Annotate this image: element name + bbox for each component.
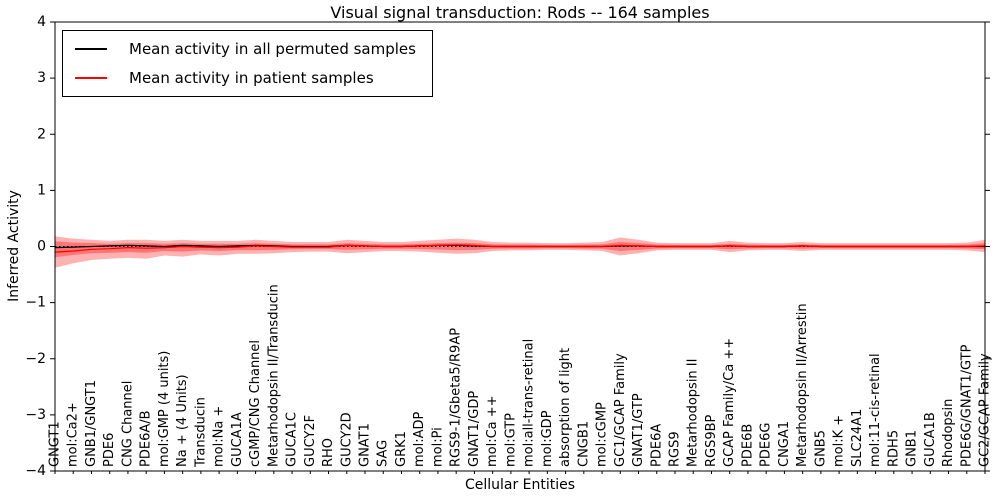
x-tick-label: GNB1 (905, 430, 920, 467)
x-tick-label: GNB5 (813, 430, 828, 467)
x-tick-label: GNAT1/GTP (631, 393, 646, 467)
y-tick-label: 4 (37, 14, 46, 30)
x-tick-label: RGS9BP (704, 414, 719, 467)
x-tick-label: mol:K + (832, 415, 847, 467)
x-tick-label: Rhodopsin (941, 399, 956, 467)
x-tick-label: mol:Pi (430, 427, 445, 467)
x-tick-label: mol:GTP (503, 413, 518, 467)
axes-frame (54, 21, 986, 472)
y-tick-label: 0 (37, 239, 46, 255)
x-tick-label: CNGB1 (576, 421, 591, 467)
x-tick-label: GUCY2F (303, 415, 318, 467)
y-tick-label: 2 (37, 126, 46, 142)
x-tick-label: PDE6A (649, 424, 664, 467)
x-tick-label: mol:11-cis-retinal (868, 353, 883, 467)
x-tick-label: GCAP Family/Ca ++ (722, 338, 737, 467)
x-tick-label: mol:ADP (412, 411, 427, 467)
y-tick-label: 1 (37, 182, 46, 198)
y-axis-label: Inferred Activity (6, 190, 22, 302)
patient-confidence-band-inner (55, 241, 985, 258)
y-tick-label: −2 (25, 351, 46, 367)
x-tick-label: Metarhodopsin II (686, 359, 701, 467)
x-tick-label: mol:Ca ++ (485, 395, 500, 467)
x-tick-label: cGMP/CNG Channel (248, 340, 263, 467)
x-tick-label: GUCA1A (230, 412, 245, 467)
x-tick-label: GNAT1/GDP (467, 391, 482, 467)
legend-label-permuted: Mean activity in all permuted samples (129, 40, 416, 58)
x-tick-label: mol:cGMP (595, 402, 610, 467)
patient-mean-line (54, 244, 986, 253)
x-tick-label: Na + (4 Units) (175, 374, 190, 467)
x-tick-label: RGS9-1/Gbeta5/R9AP (449, 328, 464, 467)
chart-title: Visual signal transduction: Rods -- 164 … (330, 3, 710, 22)
x-tick-label: RHO (321, 438, 336, 467)
x-tick-label: GRK1 (394, 431, 409, 467)
x-tick-label: SAG (376, 440, 391, 467)
x-tick-label: mol:GDP (540, 410, 555, 467)
x-tick-label: mol:Ca2+ (66, 402, 81, 467)
x-tick-label: mol:GMP (4 units) (157, 351, 172, 467)
x-tick-label: mol:Na + (212, 406, 227, 467)
x-tick-label: GC1/GCAP Family (613, 353, 628, 467)
x-tick-label: GUCA1C (285, 412, 300, 467)
legend-label-patient: Mean activity in patient samples (129, 69, 374, 87)
x-tick-label: GUCA1B (923, 412, 938, 467)
x-tick-label: GNAT1 (358, 423, 373, 467)
x-tick-label: Metarhodopsin II/Transducin (266, 284, 281, 467)
x-tick-label: CNGA1 (777, 421, 792, 467)
x-tick-label: PDE6B (740, 424, 755, 467)
x-tick-label: RGS9 (668, 431, 683, 467)
y-tick-label: 3 (37, 70, 46, 86)
y-tick-label: −4 (25, 463, 46, 479)
legend-item-permuted: Mean activity in all permuted samples (75, 40, 416, 58)
x-tick-label: CNG Channel (120, 381, 135, 467)
patient-confidence-band-outer (55, 236, 985, 268)
x-tick-label: mol:all-trans-retinal (522, 339, 537, 467)
permuted-line-swatch (75, 48, 107, 50)
x-tick-label: RDH5 (886, 430, 901, 467)
legend-item-patient: Mean activity in patient samples (75, 69, 416, 87)
x-tick-label: GUCY2D (339, 412, 354, 467)
x-tick-label: GNB1/GNGT1 (84, 380, 99, 467)
x-tick-label: PDE6 (102, 433, 117, 467)
y-tick-label: −1 (25, 295, 46, 311)
x-axis-label: Cellular Entities (464, 477, 576, 493)
x-tick-label: Transducin (193, 397, 208, 468)
x-tick-label: PDE6G/GNAT1/GTP (959, 344, 974, 467)
x-tick-label: SLC24A1 (850, 409, 865, 467)
x-tick-label: Metarhodopsin II/Arrestin (795, 303, 810, 467)
y-tick-label: −3 (25, 407, 46, 423)
x-tick-label: absorption of light (558, 348, 573, 467)
patient-line-swatch (75, 77, 107, 79)
x-tick-label: PDE6G (759, 423, 774, 467)
x-tick-label: PDE6A/B (139, 410, 154, 467)
legend: Mean activity in all permuted samples Me… (62, 30, 433, 97)
